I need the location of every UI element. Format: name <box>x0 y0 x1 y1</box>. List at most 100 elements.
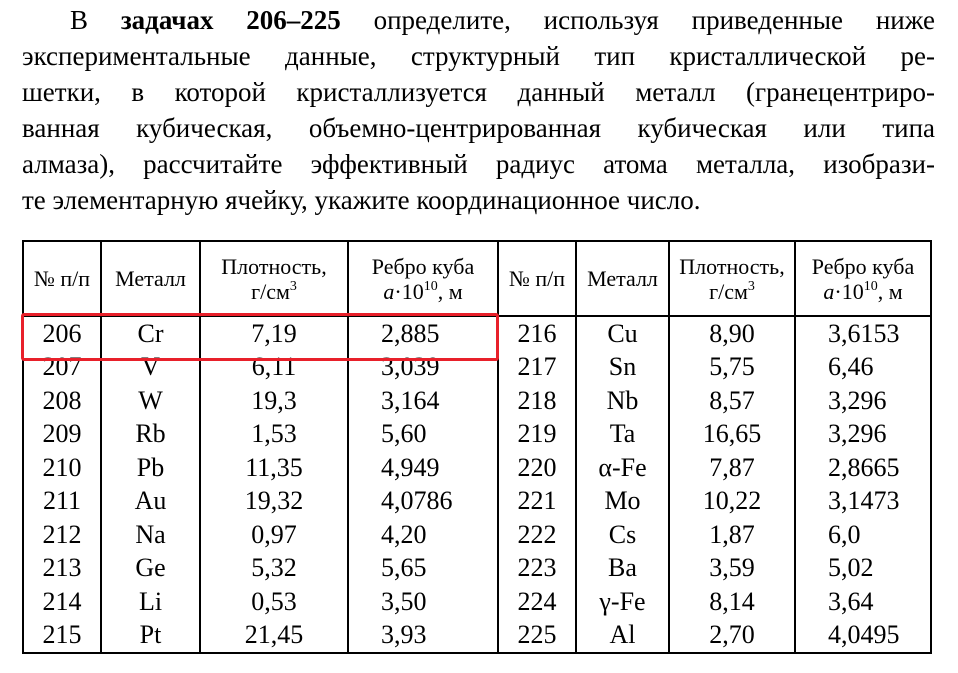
table-cell: Ba <box>575 551 670 585</box>
table-row: 207 V 6,11 3,039 217 Sn 5,75 6,46 <box>22 350 932 384</box>
header-exp: 3 <box>747 278 755 294</box>
intro-bold: задачах 206–225 <box>120 5 341 35</box>
table-cell: Cr <box>100 316 201 351</box>
intro-lead: В <box>70 5 89 35</box>
table-row: 215 Pt 21,45 3,93 225 Al 2,70 4,0495 <box>22 618 932 653</box>
table-cell: W <box>100 384 201 418</box>
table-cell: 6,0 <box>794 518 932 552</box>
highlight-box <box>21 313 499 361</box>
table-cell: Al <box>575 618 670 653</box>
intro-line: алмаза), рассчитайте эффективный радиус … <box>22 149 935 179</box>
header-text: № п/п <box>508 266 566 291</box>
table-cell: 2,8665 <box>794 451 932 485</box>
header-row: № п/п Металл Плотность, г/см3 Ребро куба a·10… <box>22 240 932 317</box>
table-cell: 19,32 <box>199 484 349 518</box>
table-cell: 21,45 <box>199 618 349 653</box>
table-row: 209 Rb 1,53 5,60 219 Ta 16,65 3,296 <box>22 417 932 451</box>
header-text: Ребро куба <box>371 253 475 279</box>
table-cell: 3,039 <box>347 350 499 384</box>
table-cell: Sn <box>575 350 670 384</box>
intro-line: экспериментальные данные, структурный ти… <box>22 41 935 71</box>
table-cell: 216 <box>497 316 577 351</box>
table-cell: 223 <box>497 551 577 585</box>
table-cell: 217 <box>497 350 577 384</box>
header-exp: 10 <box>423 278 438 294</box>
table-cell: 11,35 <box>199 451 349 485</box>
table-cell: 8,57 <box>668 384 796 418</box>
header-unit: , м <box>877 278 903 304</box>
header-unit: , м <box>437 278 463 304</box>
table-cell: 2,885 <box>347 316 499 351</box>
table-cell: Mo <box>575 484 670 518</box>
table-cell: 7,87 <box>668 451 796 485</box>
intro-line: шетки, в которой кристаллизуется данный … <box>22 77 935 107</box>
table-cell: 5,65 <box>347 551 499 585</box>
table-cell: 10,22 <box>668 484 796 518</box>
table-cell: 19,3 <box>199 384 349 418</box>
table-cell: 5,75 <box>668 350 796 384</box>
table-cell: 207 <box>22 350 102 384</box>
table-cell: 16,65 <box>668 417 796 451</box>
table-cell: 2,70 <box>668 618 796 653</box>
table-cell: 208 <box>22 384 102 418</box>
header-cell: Плотность, г/см3 <box>199 240 349 317</box>
intro-line: ванная кубическая, объемно-центрированна… <box>22 113 935 143</box>
header-text: Ребро куба <box>811 253 915 279</box>
table-cell: 211 <box>22 484 102 518</box>
table-cell: 3,1473 <box>794 484 932 518</box>
table-cell: 3,6153 <box>794 316 932 351</box>
table-row: 212 Na 0,97 4,20 222 Cs 1,87 6,0 <box>22 518 932 552</box>
table-cell: 0,53 <box>199 585 349 619</box>
header-cell: Ребро куба a·1010, м <box>794 240 932 317</box>
table-row: 208 W 19,3 3,164 218 Nb 8,57 3,296 <box>22 384 932 418</box>
header-cell: Плотность, г/см3 <box>668 240 796 317</box>
table-cell: 219 <box>497 417 577 451</box>
table-cell: 5,02 <box>794 551 932 585</box>
table-cell: 3,50 <box>347 585 499 619</box>
table-cell: 224 <box>497 585 577 619</box>
header-unit: г/см <box>709 278 748 304</box>
table-cell: 6,11 <box>199 350 349 384</box>
table-cell: 3,64 <box>794 585 932 619</box>
table-cell: 8,14 <box>668 585 796 619</box>
table-row: 210 Pb 11,35 4,949 220 α-Fe 7,87 2,8665 <box>22 451 932 485</box>
table-cell: 5,60 <box>347 417 499 451</box>
table-cell: 0,97 <box>199 518 349 552</box>
table-cell: Nb <box>575 384 670 418</box>
table-cell: Rb <box>100 417 201 451</box>
table-cell: 215 <box>22 618 102 653</box>
header-text: Металл <box>115 266 186 291</box>
header-cell: Металл <box>575 240 670 317</box>
header-factor: ·10 <box>834 278 864 304</box>
table-cell: 4,20 <box>347 518 499 552</box>
header-exp: 10 <box>863 278 878 294</box>
table-cell: 1,87 <box>668 518 796 552</box>
table-cell: 7,19 <box>199 316 349 351</box>
table-row: 214 Li 0,53 3,50 224 γ-Fe 8,14 3,64 <box>22 585 932 619</box>
table-cell: Pb <box>100 451 201 485</box>
header-text: Плотность, <box>679 253 785 279</box>
table-row: 213 Ge 5,32 5,65 223 Ba 3,59 5,02 <box>22 551 932 585</box>
intro-line: В задачах 206–225 определите, используя … <box>22 2 935 38</box>
table-cell: Au <box>100 484 201 518</box>
header-cell: Металл <box>100 240 201 317</box>
table-cell: 3,296 <box>794 417 932 451</box>
table-cell: 4,0786 <box>347 484 499 518</box>
table-cell: 3,164 <box>347 384 499 418</box>
table-cell: 3,59 <box>668 551 796 585</box>
table-cell: Cs <box>575 518 670 552</box>
table-cell: 218 <box>497 384 577 418</box>
header-unit: г/см <box>251 278 290 304</box>
header-text: № п/п <box>33 266 91 291</box>
header-cell: № п/п <box>22 240 102 317</box>
table-cell: 6,46 <box>794 350 932 384</box>
table-cell: Na <box>100 518 201 552</box>
table-cell: 212 <box>22 518 102 552</box>
table-cell: α-Fe <box>575 451 670 485</box>
header-cell: № п/п <box>497 240 577 317</box>
table-cell: 209 <box>22 417 102 451</box>
table-cell: Li <box>100 585 201 619</box>
table-cell: 206 <box>22 316 102 351</box>
header-symbol: a <box>383 278 395 304</box>
